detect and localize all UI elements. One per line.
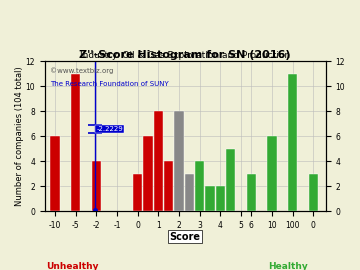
Text: Unhealthy: Unhealthy xyxy=(46,262,98,270)
X-axis label: Score: Score xyxy=(170,231,201,241)
Bar xyxy=(143,136,153,211)
Text: ©www.textbiz.org: ©www.textbiz.org xyxy=(50,67,114,74)
Bar xyxy=(164,161,173,211)
Bar xyxy=(92,161,101,211)
Bar xyxy=(185,174,194,211)
Title: Z''-Score Histogram for SN (2016): Z''-Score Histogram for SN (2016) xyxy=(80,50,291,60)
Bar xyxy=(267,136,276,211)
Bar xyxy=(288,74,297,211)
Text: Healthy: Healthy xyxy=(268,262,308,270)
Bar xyxy=(247,174,256,211)
Bar xyxy=(71,74,80,211)
Y-axis label: Number of companies (104 total): Number of companies (104 total) xyxy=(15,66,24,206)
Bar xyxy=(154,111,163,211)
Bar xyxy=(309,174,318,211)
Bar xyxy=(174,111,184,211)
Text: -2.2229: -2.2229 xyxy=(96,126,123,132)
Text: The Research Foundation of SUNY: The Research Foundation of SUNY xyxy=(50,81,169,87)
Bar xyxy=(195,161,204,211)
Text: Industry: Oil & Gas Exploration and Production: Industry: Oil & Gas Exploration and Prod… xyxy=(80,51,290,60)
Bar xyxy=(226,149,235,211)
Bar xyxy=(50,136,60,211)
Bar xyxy=(133,174,142,211)
Bar xyxy=(216,186,225,211)
Bar xyxy=(205,186,215,211)
